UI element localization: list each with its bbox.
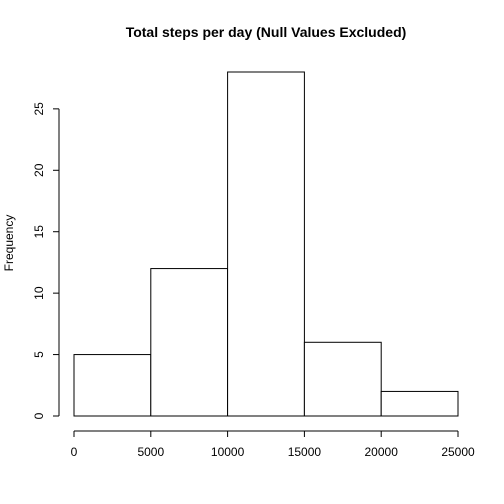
x-tick-label-5: 25000 xyxy=(441,445,475,459)
histogram-bar-3 xyxy=(303,341,382,417)
bars-group xyxy=(73,71,459,417)
histogram-bar-1 xyxy=(150,268,229,417)
y-tick-label-1: 5 xyxy=(32,351,46,358)
y-axis-label: Frequency xyxy=(2,215,16,272)
histogram-bar-4 xyxy=(380,390,459,417)
x-axis: 0 5000 10000 15000 20000 25000 xyxy=(71,430,475,459)
chart-title: Total steps per day (Null Values Exclude… xyxy=(126,24,407,40)
y-tick-label-0: 0 xyxy=(32,412,46,419)
x-tick-label-1: 5000 xyxy=(137,445,164,459)
x-tick-label-4: 20000 xyxy=(365,445,399,459)
x-tick-label-0: 0 xyxy=(71,445,78,459)
y-axis: 0 5 10 15 20 25 xyxy=(32,102,60,419)
x-tick-label-2: 10000 xyxy=(211,445,245,459)
histogram-bar-2 xyxy=(227,71,305,417)
y-tick-label-4: 20 xyxy=(32,163,46,177)
y-tick-label-2: 10 xyxy=(32,286,46,300)
y-tick-label-5: 25 xyxy=(32,102,46,116)
y-tick-label-3: 15 xyxy=(32,225,46,239)
x-tick-label-3: 15000 xyxy=(288,445,322,459)
histogram-bar-0 xyxy=(73,354,152,417)
